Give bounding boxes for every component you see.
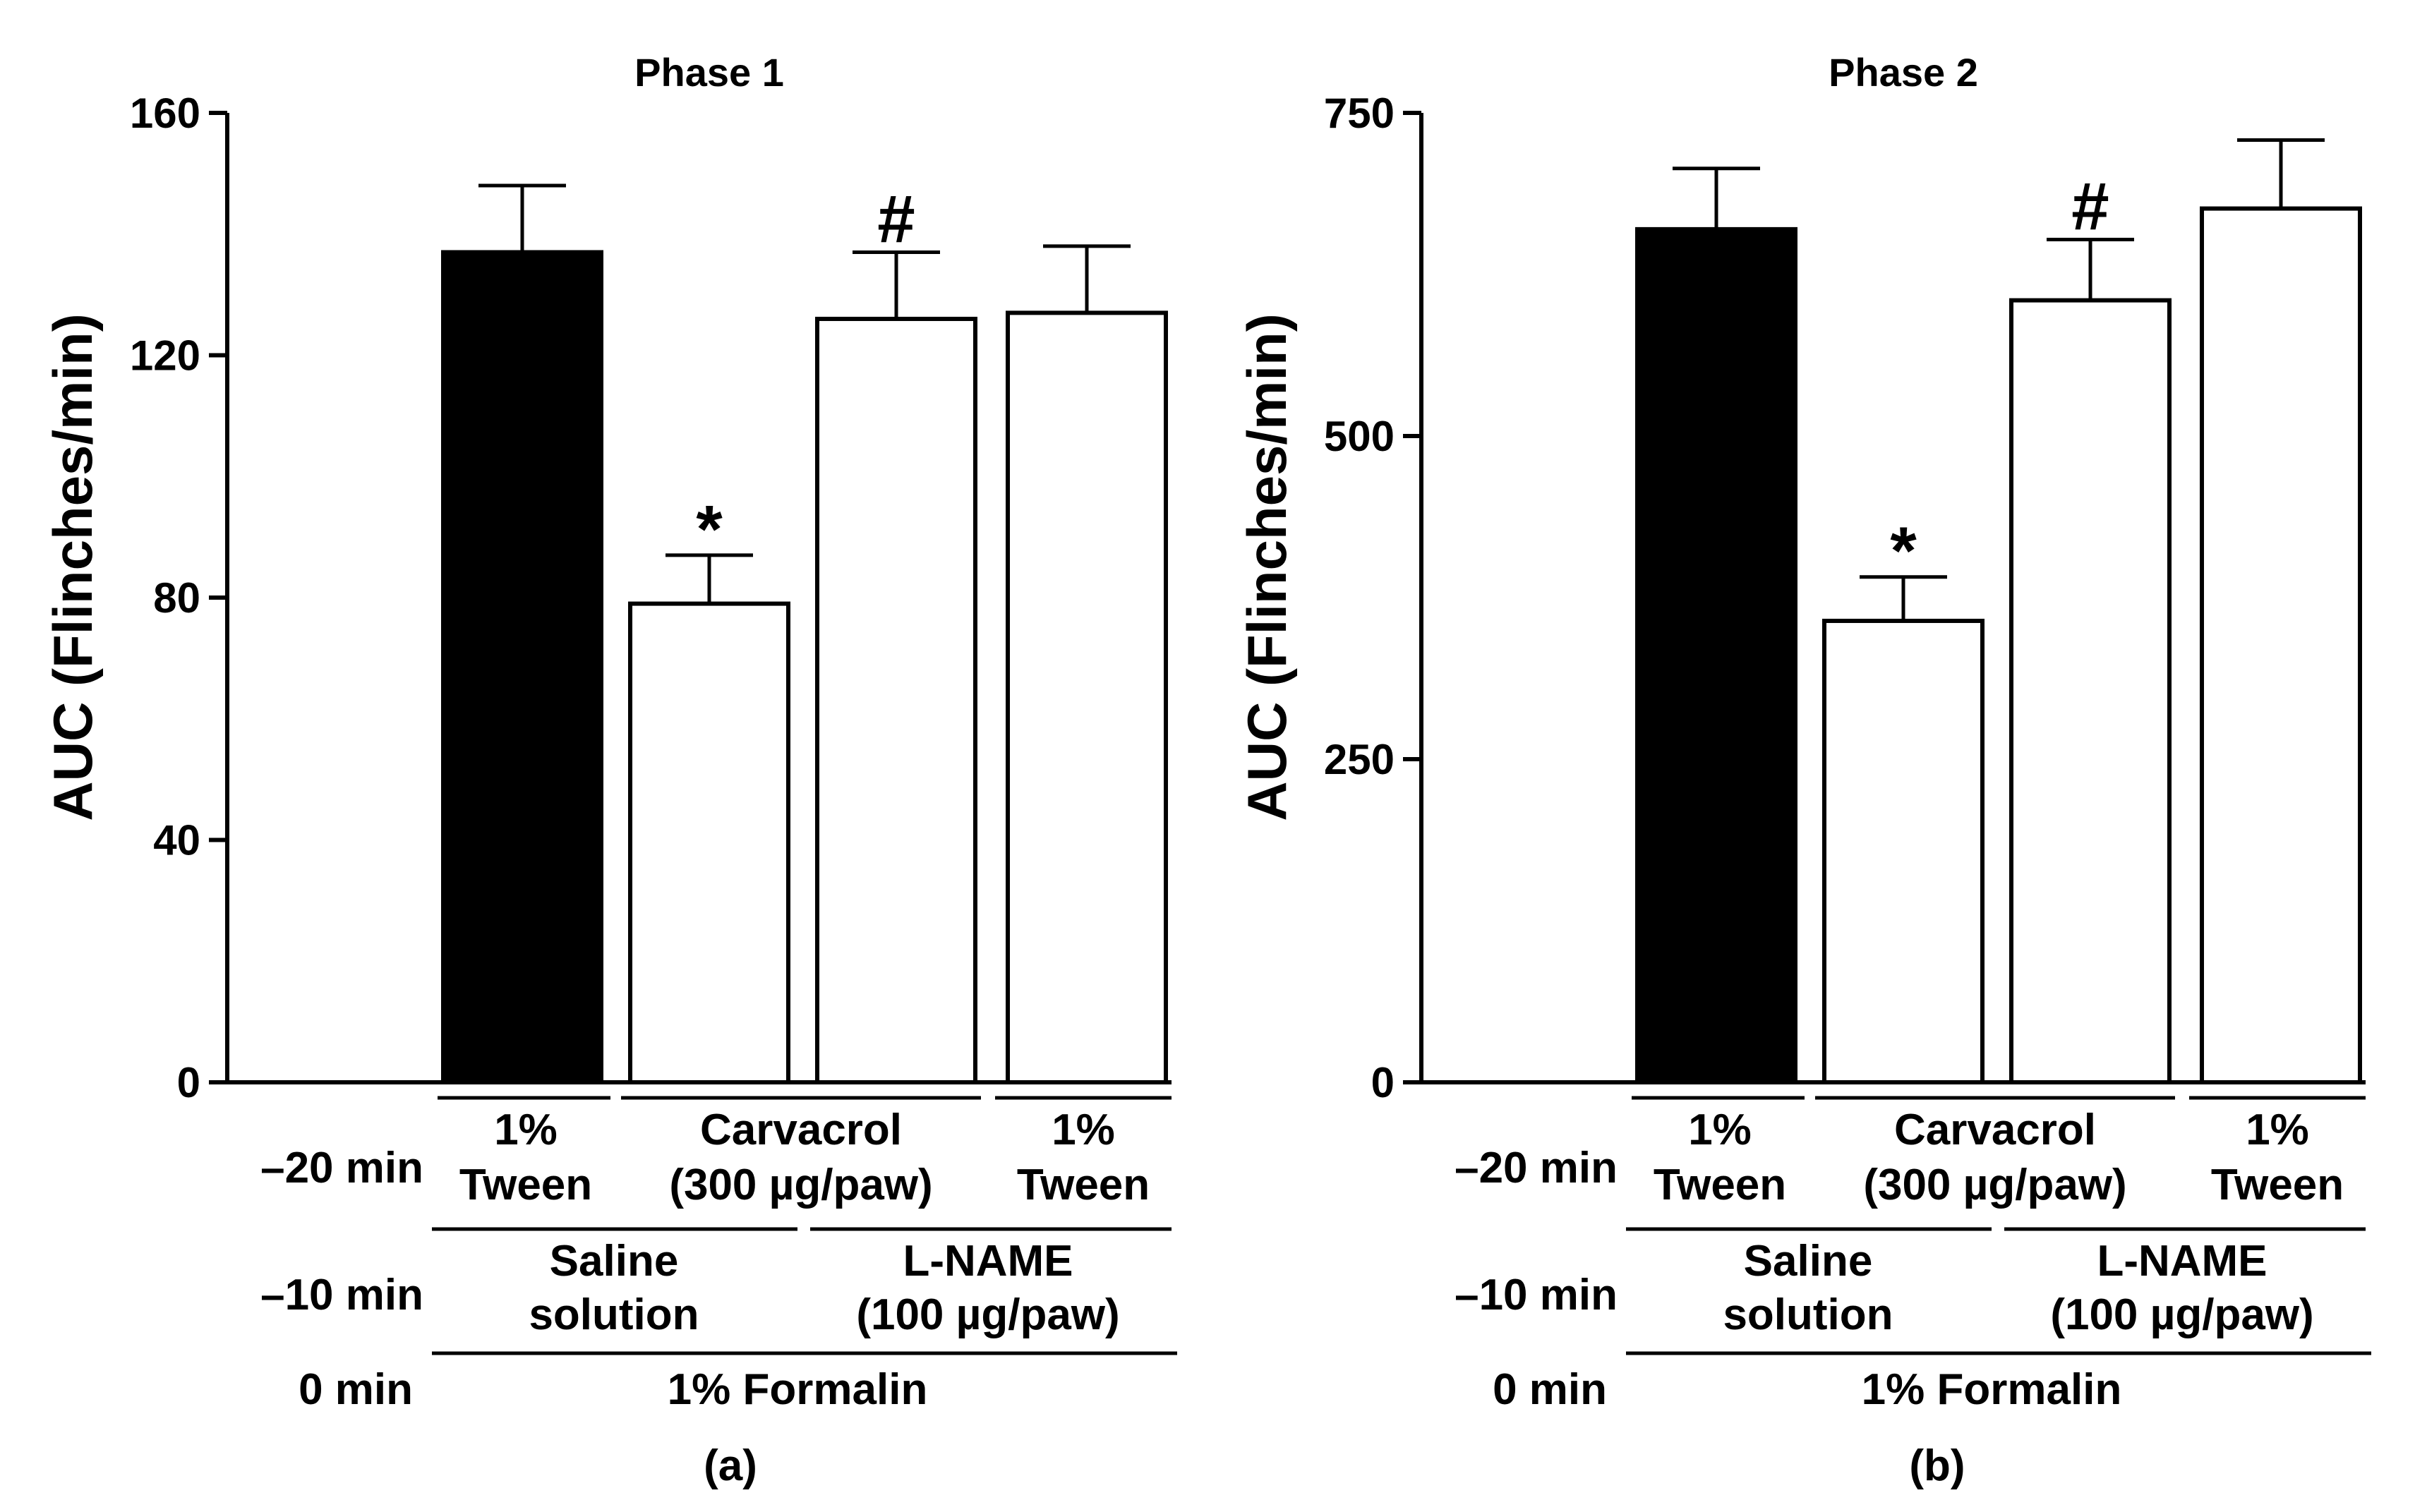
panel-b-row-label-minus20: –20 min bbox=[1455, 1144, 1618, 1192]
panel-a-row-label-0: 0 min bbox=[299, 1365, 413, 1414]
panel-a-row1-tween-line2: Tween bbox=[459, 1161, 592, 1209]
panel-b-ytick-label: 750 bbox=[1324, 90, 1395, 137]
panel-a-row-label-minus10: –10 min bbox=[260, 1271, 423, 1319]
panel-b-bar bbox=[1635, 226, 1797, 1084]
panel-b-row-label-minus10: –10 min bbox=[1455, 1271, 1618, 1319]
panel-a-title: Phase 1 bbox=[634, 50, 784, 95]
panel-b-plot: 0 250 500 750 * # bbox=[1324, 90, 2362, 1106]
panel-a-row2-saline-line1: Saline bbox=[550, 1237, 679, 1286]
panel-a-y-axis-label: AUC (Flinches/min) bbox=[42, 313, 104, 821]
panel-b-row2-saline-line2: solution bbox=[1723, 1290, 1893, 1339]
panel-b-row2-saline-line1: Saline bbox=[1744, 1237, 1873, 1286]
panel-b-treatment-table: –20 min –10 min 0 min 1% Tween Carvacrol… bbox=[1455, 1096, 2371, 1414]
panel-a-row1-tween2-line2: Tween bbox=[1017, 1161, 1150, 1209]
panel-b-row1-tween-line2: Tween bbox=[1654, 1161, 1786, 1209]
panel-a-ytick-label: 80 bbox=[153, 574, 200, 622]
panel-b-title: Phase 2 bbox=[1829, 50, 1978, 95]
panel-a-bar bbox=[1006, 310, 1168, 1085]
panel-b-ytick-label: 0 bbox=[1371, 1059, 1395, 1106]
panel-a-ytick-label: 120 bbox=[130, 332, 200, 380]
panel-a-bar bbox=[441, 250, 603, 1085]
panel-a-bar bbox=[815, 316, 977, 1085]
panel-a-row2-lname-line2: (100 µg/paw) bbox=[856, 1290, 1119, 1339]
panel-a-row-label-minus20: –20 min bbox=[260, 1144, 423, 1192]
panel-a-ytick-label: 0 bbox=[177, 1059, 200, 1106]
panel-b-row1-tween-line1: 1% bbox=[1688, 1106, 1752, 1154]
panel-b-label: (b) bbox=[1909, 1441, 1965, 1490]
panel-b-row2-lname-line1: L-NAME bbox=[2097, 1237, 2267, 1286]
panel-a-label: (a) bbox=[704, 1441, 757, 1490]
panel-a-row1-tween-line1: 1% bbox=[494, 1106, 558, 1154]
panel-b-ytick-label: 500 bbox=[1324, 413, 1395, 460]
panel-a-bar bbox=[628, 601, 790, 1084]
panel-b-bar bbox=[2009, 298, 2172, 1084]
panel-a-treatment-table: –20 min –10 min 0 min 1% Tween Carvacrol… bbox=[260, 1096, 1177, 1414]
panel-b-row1-tween2-line1: 1% bbox=[2246, 1106, 2309, 1154]
panel-a-row2-saline-line2: solution bbox=[529, 1290, 699, 1339]
panel-b-row1-carvacrol-line2: (300 µg/paw) bbox=[1863, 1161, 2126, 1209]
panel-b-bar bbox=[2200, 206, 2362, 1084]
panel-a-plot: 0 40 80 120 160 * # bbox=[130, 90, 1168, 1106]
panel-b-row3-formalin: 1% Formalin bbox=[1862, 1365, 2122, 1414]
panel-b: Phase 2 AUC (Flinches/min) 0250500750*# … bbox=[1236, 50, 2371, 1490]
panel-b-row1-carvacrol-line1: Carvacrol bbox=[1894, 1106, 2096, 1154]
panel-b-row1-tween2-line2: Tween bbox=[2211, 1161, 2344, 1209]
panel-a: Phase 1 AUC (Flinches/min) 0 40 80 120 160 * #… bbox=[42, 50, 1177, 1490]
panel-a-ytick-label: 160 bbox=[130, 90, 200, 137]
panel-b-ytick-label: 250 bbox=[1324, 736, 1395, 783]
panel-a-significance-marker: * bbox=[696, 492, 723, 567]
panel-b-row2-lname-line2: (100 µg/paw) bbox=[2050, 1290, 2313, 1339]
panel-b-bar bbox=[1822, 618, 1985, 1084]
panel-b-significance-marker: * bbox=[1890, 514, 1917, 589]
panel-a-significance-marker: # bbox=[877, 182, 915, 258]
panel-a-row1-carvacrol-line1: Carvacrol bbox=[700, 1106, 902, 1154]
panel-a-row1-carvacrol-line2: (300 µg/paw) bbox=[669, 1161, 932, 1209]
panel-a-row2-lname-line1: L-NAME bbox=[903, 1237, 1073, 1286]
panel-b-row-label-0: 0 min bbox=[1493, 1365, 1607, 1414]
panel-a-ytick-label: 40 bbox=[153, 817, 200, 864]
panel-b-y-axis-label: AUC (Flinches/min) bbox=[1236, 313, 1298, 821]
panel-b-significance-marker: # bbox=[2071, 169, 2109, 245]
panel-a-row3-formalin: 1% Formalin bbox=[668, 1365, 928, 1414]
panel-a-row1-tween2-line1: 1% bbox=[1052, 1106, 1115, 1154]
